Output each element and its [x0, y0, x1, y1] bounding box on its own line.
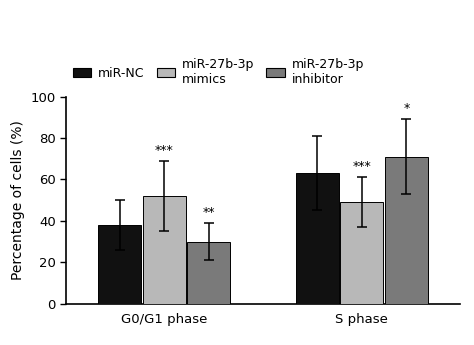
- Text: ***: ***: [155, 144, 173, 157]
- Text: ***: ***: [353, 160, 371, 173]
- Text: *: *: [403, 102, 410, 115]
- Bar: [385, 157, 428, 304]
- Bar: [98, 225, 141, 304]
- Text: **: **: [202, 206, 215, 219]
- Bar: [143, 196, 186, 304]
- Bar: [187, 241, 230, 304]
- Bar: [340, 202, 383, 304]
- Y-axis label: Percentage of cells (%): Percentage of cells (%): [11, 120, 25, 280]
- Bar: [296, 173, 339, 304]
- Legend: miR-NC, miR-27b-3p
mimics, miR-27b-3p
inhibitor: miR-NC, miR-27b-3p mimics, miR-27b-3p in…: [73, 58, 364, 86]
